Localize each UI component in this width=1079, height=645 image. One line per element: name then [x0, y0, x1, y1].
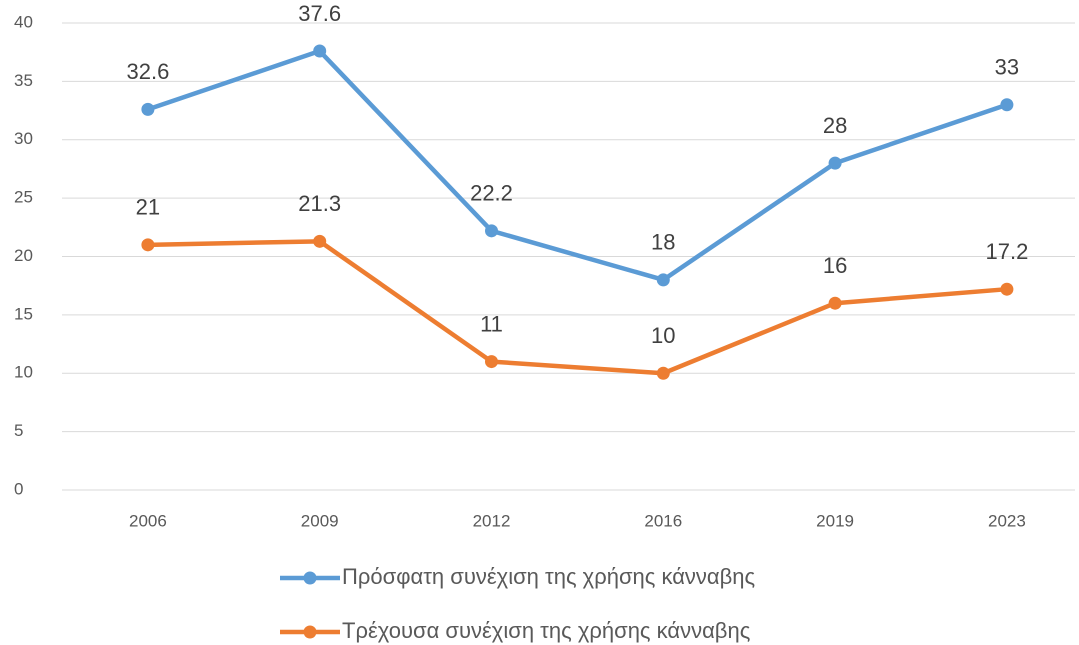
y-tick-label: 30 — [14, 129, 33, 148]
x-tick-label: 2006 — [129, 511, 167, 530]
marker — [656, 366, 670, 380]
legend-marker — [303, 625, 317, 639]
marker — [141, 102, 155, 116]
y-tick-label: 35 — [14, 71, 33, 90]
marker — [1000, 282, 1014, 296]
data-label: 28 — [823, 113, 847, 138]
x-tick-label: 2023 — [988, 511, 1026, 530]
marker — [141, 238, 155, 252]
y-tick-label: 0 — [14, 479, 23, 498]
series-line — [147, 239, 1008, 376]
y-tick-label: 25 — [14, 188, 33, 207]
data-label: 32.6 — [126, 59, 169, 84]
data-label: 10 — [651, 323, 675, 348]
marker — [485, 224, 498, 238]
data-label: 16 — [823, 253, 847, 278]
y-tick-label: 40 — [14, 12, 33, 31]
y-tick-label: 10 — [14, 363, 33, 382]
data-label: 18 — [651, 230, 675, 255]
legend-label: Πρόσφατη συνέχιση της χρήσης κάνναβης — [342, 564, 755, 589]
marker — [656, 273, 670, 287]
marker — [313, 44, 327, 58]
x-tick-label: 2019 — [816, 511, 854, 530]
legend-marker — [303, 571, 317, 585]
x-tick-label: 2009 — [301, 511, 339, 530]
data-label: 21.3 — [298, 191, 341, 216]
data-label: 21 — [136, 195, 160, 220]
y-tick-label: 15 — [14, 304, 33, 323]
x-tick-label: 2012 — [473, 511, 511, 530]
data-label: 33 — [995, 55, 1019, 80]
legend-label: Τρέχουσα συνέχιση της χρήσης κάνναβης — [342, 618, 750, 643]
data-label: 17.2 — [985, 239, 1028, 264]
marker — [313, 234, 327, 248]
marker — [1000, 98, 1014, 112]
marker — [828, 296, 842, 310]
marker — [828, 156, 842, 170]
marker — [485, 355, 498, 369]
y-tick-label: 5 — [14, 421, 23, 440]
data-label: 22.2 — [470, 181, 513, 206]
x-tick-label: 2016 — [644, 511, 682, 530]
series-line — [147, 48, 1008, 283]
y-tick-label: 20 — [14, 246, 33, 265]
data-label: 11 — [480, 311, 503, 336]
data-label: 37.6 — [298, 1, 341, 26]
